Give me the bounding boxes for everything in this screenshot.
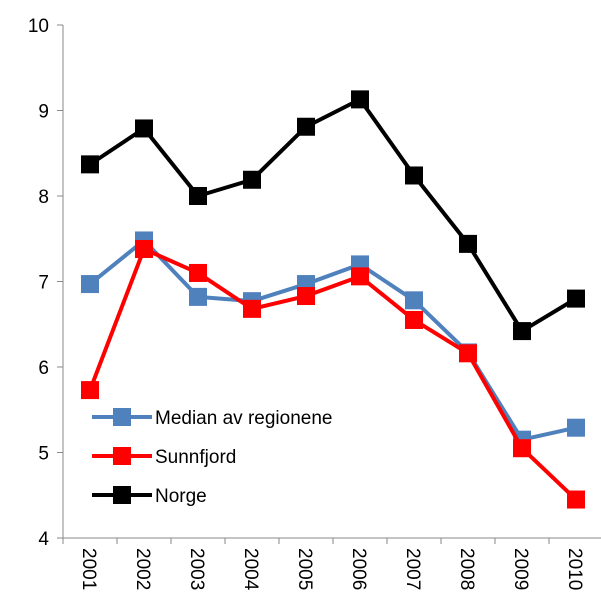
- marker: [459, 344, 477, 363]
- marker: [243, 170, 261, 189]
- marker: [189, 187, 207, 205]
- legend-marker: [113, 408, 131, 426]
- marker: [297, 117, 315, 136]
- y-tick-label: 7: [38, 273, 49, 294]
- marker: [351, 267, 369, 286]
- marker: [405, 166, 423, 185]
- x-tick-label: 2002: [132, 548, 153, 590]
- x-tick-label: 2008: [456, 548, 477, 590]
- x-tick-label: 2001: [78, 548, 99, 590]
- legend-marker: [113, 447, 131, 465]
- x-tick-label: 2010: [564, 548, 585, 590]
- x-tick-label: 2009: [510, 548, 531, 590]
- marker: [81, 155, 99, 174]
- marker: [243, 299, 261, 318]
- marker: [297, 287, 315, 306]
- y-tick-label: 5: [38, 444, 49, 465]
- marker: [351, 90, 369, 109]
- x-tick-label: 2005: [294, 548, 315, 590]
- marker: [567, 490, 585, 509]
- marker: [405, 291, 423, 310]
- x-tick-label: 2006: [348, 548, 369, 590]
- series-line: [88, 97, 578, 334]
- y-tick-label: 6: [38, 358, 49, 379]
- marker: [405, 310, 423, 329]
- y-tick-label: 4: [38, 529, 49, 550]
- marker: [189, 287, 207, 306]
- marker: [135, 119, 153, 138]
- marker: [567, 418, 585, 437]
- series-line: [88, 247, 578, 501]
- series-line: [88, 238, 577, 442]
- marker: [81, 275, 99, 294]
- legend-label: Median av regionene: [155, 408, 332, 429]
- marker: [513, 439, 531, 458]
- y-tick-label: 10: [28, 16, 49, 37]
- legend-label: Sunnfjord: [155, 447, 236, 468]
- marker: [189, 263, 207, 282]
- marker: [135, 240, 153, 259]
- y-tick-label: 8: [38, 187, 49, 208]
- x-tick-label: 2004: [240, 548, 261, 591]
- marker: [459, 234, 477, 253]
- marker: [513, 322, 531, 341]
- marker: [567, 289, 585, 308]
- legend-marker: [113, 486, 131, 504]
- legend-label: Norge: [155, 486, 207, 507]
- x-tick-label: 2007: [402, 548, 423, 590]
- x-tick-label: 2003: [186, 548, 207, 590]
- marker: [81, 381, 99, 400]
- y-tick-label: 9: [38, 102, 49, 123]
